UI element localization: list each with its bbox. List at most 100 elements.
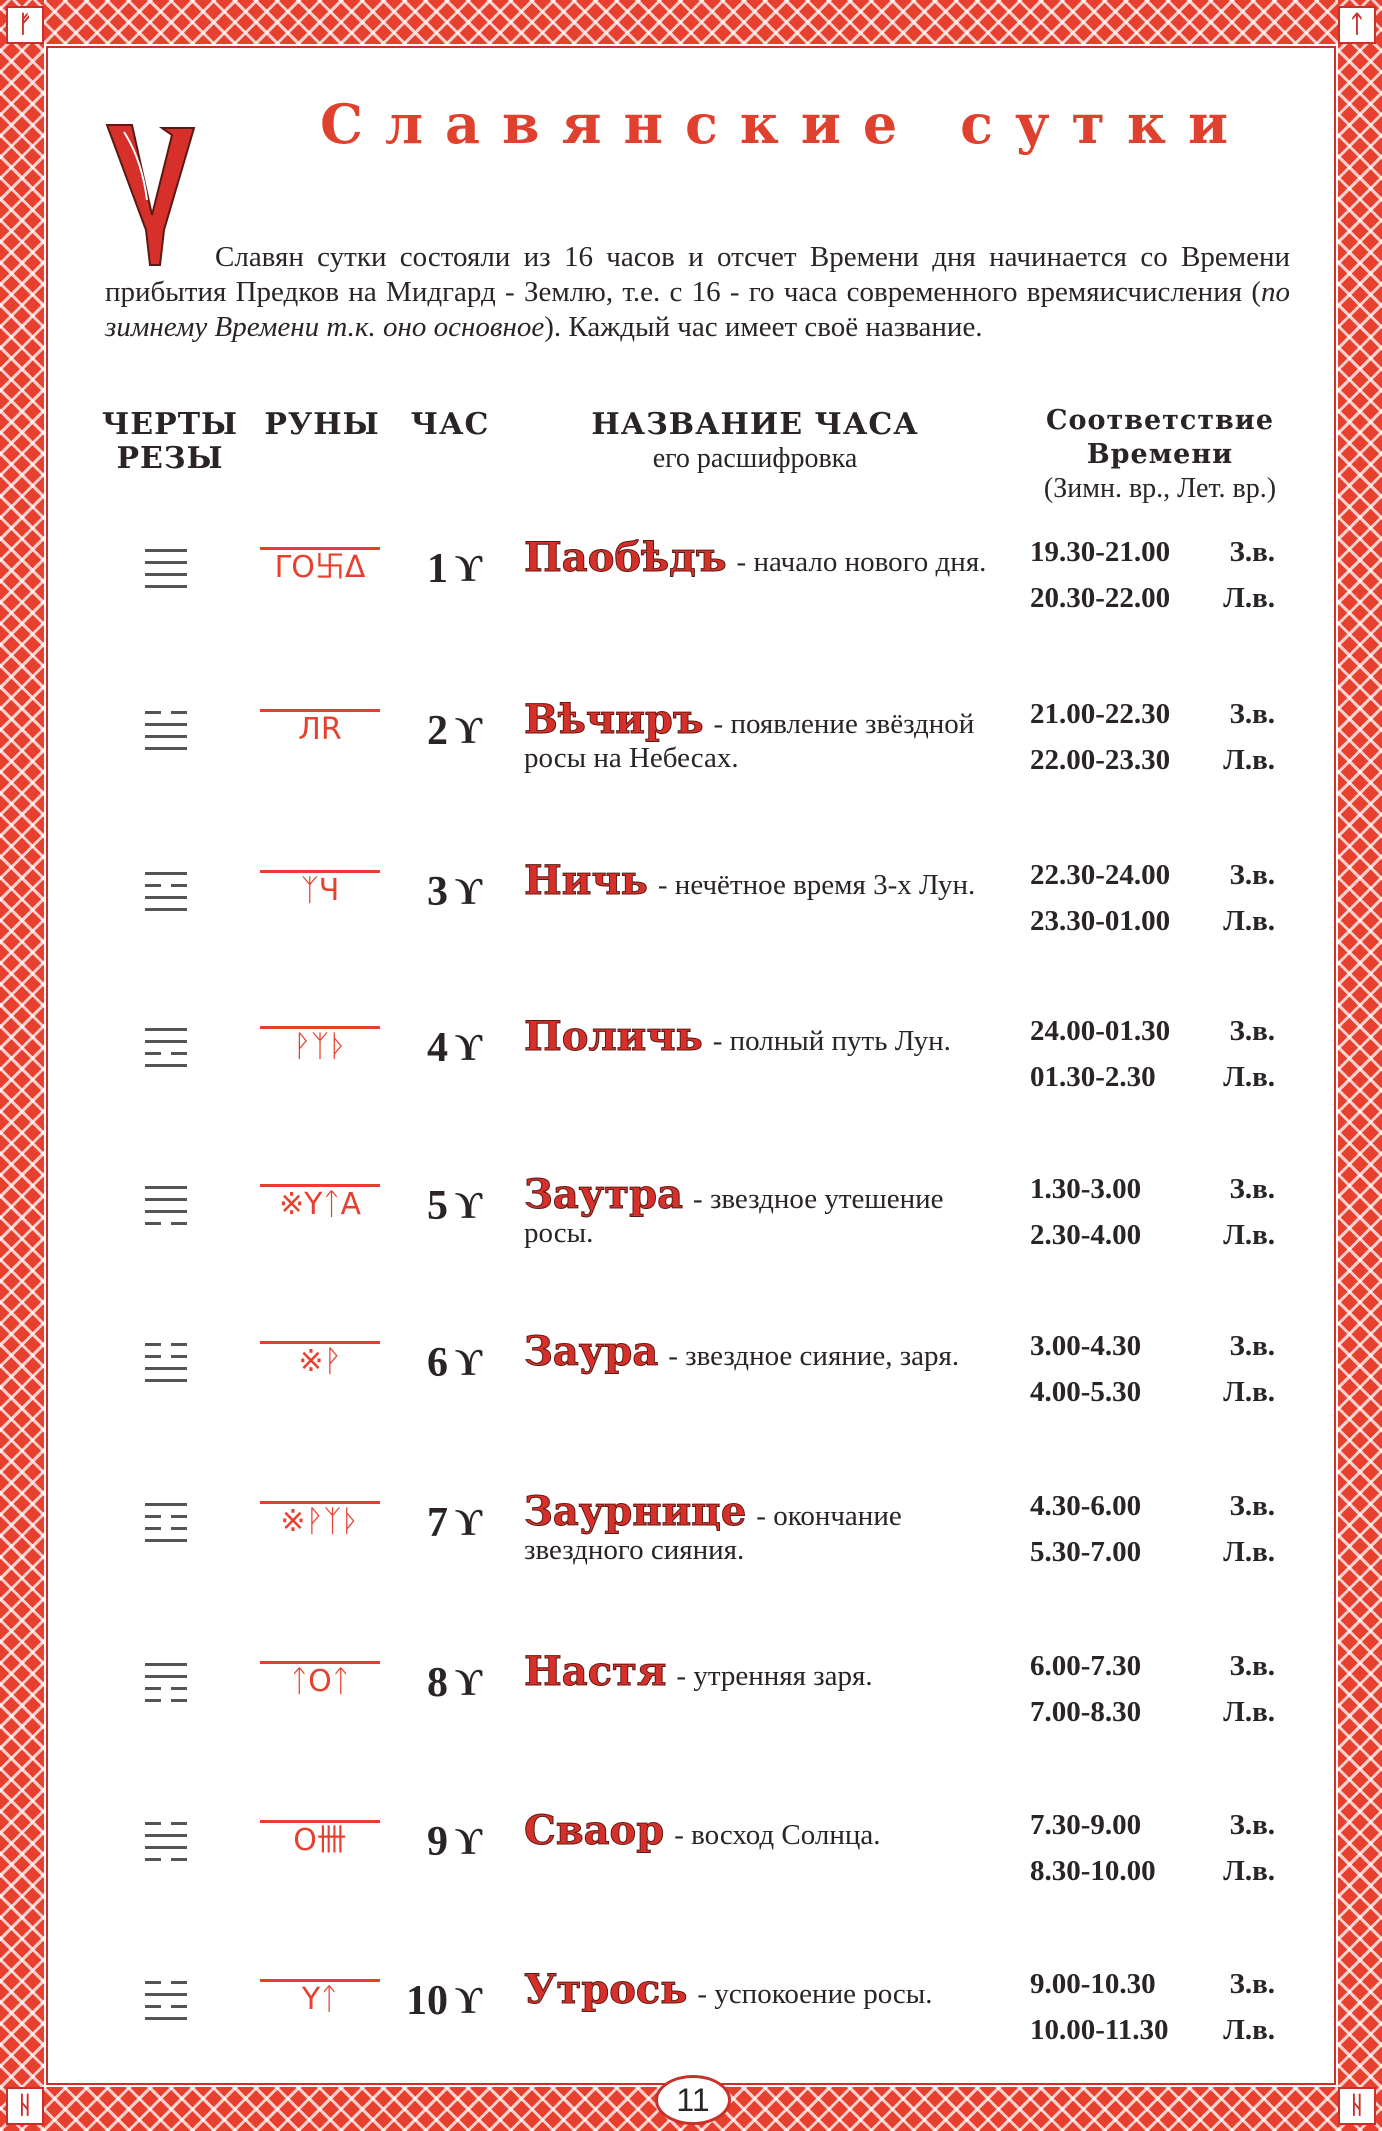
hour-mark-icon: ϒ <box>455 1980 483 2022</box>
hour-number: 4 <box>427 1025 448 1071</box>
trait-lines-icon <box>145 1822 187 1870</box>
hour-mark-icon: ϒ <box>455 1342 483 1384</box>
hour-mark-icon: ϒ <box>455 1027 483 1069</box>
winter-time: 6.00-7.30 <box>1030 1650 1142 1682</box>
summer-time: 5.30-7.00 <box>1030 1536 1142 1568</box>
winter-label: З.в. <box>1229 536 1275 568</box>
hour-number: 1 <box>427 546 448 592</box>
hour-meaning: - полный путь Лун. <box>712 1025 951 1057</box>
summer-label: Л.в. <box>1223 1219 1275 1251</box>
summer-time: 22.00-23.30 <box>1030 744 1171 776</box>
hour-description: Сваор - восход Солнца. <box>523 1810 1004 1852</box>
winter-time: 21.00-22.30 <box>1030 698 1171 730</box>
hour-row: ᛉЧ 3 ϒ Ничь - нечётное время 3-х Лун. 22.30-2… <box>0 859 1382 982</box>
summer-label: Л.в. <box>1223 1061 1275 1093</box>
intro-italic: по зимнему Времени т.к. оно основное <box>105 276 1290 343</box>
hour-description: Заутра - звездное утешение росы. <box>523 1174 1004 1250</box>
winter-label: З.в. <box>1229 698 1275 730</box>
hour-row: ᚹᛉᚦ 4 ϒ Поличь - полный путь Лун. 24.00-01.30… <box>0 1015 1382 1138</box>
trait-lines-icon <box>145 872 187 920</box>
hour-times: 3.00-4.30 З.в. 4.00-5.30 Л.в. <box>1030 1323 1275 1415</box>
summer-label: Л.в. <box>1223 582 1275 614</box>
hour-row: ΓΟ卐Δ 1 ϒ Паобѣдъ - начало нового дня. 19.30-2… <box>0 536 1382 659</box>
hour-name: Заутра <box>523 1171 684 1218</box>
winter-label: З.в. <box>1229 1650 1275 1682</box>
summer-time: 10.00-11.30 <box>1030 2014 1169 2046</box>
summer-label: Л.в. <box>1223 744 1275 776</box>
header-time: Соответствие Времени (Зимн. вр., Лет. вр… <box>1010 404 1310 506</box>
header-time-sub: (Зимн. вр., Лет. вр.) <box>1043 473 1277 504</box>
corner-rune-icon: ᚠ <box>6 6 44 44</box>
rune-glyphs: ※ᚹ <box>260 1341 380 1380</box>
hour-name: Ничь <box>524 857 649 904</box>
hour-row: ЛR 2 ϒ Вѣчиръ - появление звёздной росы на Н… <box>0 698 1382 821</box>
hour-name: Поличь <box>524 1013 704 1060</box>
hour-name: Вѣчиръ <box>524 696 705 743</box>
hour-row: ᛏΟᛏ 8 ϒ Настя - утренняя заря. 6.00-7.30 З.в. 7… <box>0 1650 1382 1773</box>
rune-glyphs: ᚹᛉᚦ <box>260 1026 380 1065</box>
hour-number: 7 <box>427 1500 448 1546</box>
hour-number: 10 <box>406 1978 448 2024</box>
header-name-sub: его расшифровка <box>652 443 858 474</box>
rune-glyphs: ※ΥᛏΑ <box>260 1184 380 1223</box>
winter-time: 4.30-6.00 <box>1030 1490 1142 1522</box>
hour-meaning: - успокоение росы. <box>697 1978 933 2010</box>
trait-lines-icon <box>145 711 187 759</box>
trait-lines-icon <box>145 549 187 597</box>
trait-lines-icon <box>145 1663 187 1711</box>
hour-times: 19.30-21.00 З.в. 20.30-22.00 Л.в. <box>1030 529 1275 621</box>
rune-glyphs: ЛR <box>260 709 380 748</box>
hour-mark-icon: ϒ <box>455 548 483 590</box>
page-title: Славянские сутки <box>320 92 1251 156</box>
hour-mark-icon: ϒ <box>455 710 483 752</box>
summer-label: Л.в. <box>1223 1376 1275 1408</box>
hour-meaning: - окончание звездного сияния. <box>524 1500 902 1566</box>
hour-description: Поличь - полный путь Лун. <box>524 1016 1004 1058</box>
hour-description: Заурнице - окончание звездного сияния. <box>523 1491 1004 1567</box>
summer-time: 4.00-5.30 <box>1030 1376 1142 1408</box>
winter-time: 7.30-9.00 <box>1030 1809 1142 1841</box>
hour-number: 9 <box>427 1819 448 1865</box>
hour-name: Сваор <box>523 1807 665 1854</box>
hour-meaning: - звездное сияние, заря. <box>668 1340 960 1372</box>
hour-times: 6.00-7.30 З.в. 7.00-8.30 Л.в. <box>1030 1643 1275 1735</box>
hour-times: 7.30-9.00 З.в. 8.30-10.00 Л.в. <box>1030 1802 1275 1894</box>
rune-glyphs: Υᛏ <box>260 1979 380 2018</box>
hour-description: Вѣчиръ - появление звёздной росы на Небес… <box>524 699 1004 775</box>
hour-mark-icon: ϒ <box>455 1821 483 1863</box>
hour-row: Ο卌 9 ϒ Сваор - восход Солнца. 7.30-9.00 З.в. 8.… <box>0 1809 1382 1932</box>
summer-label: Л.в. <box>1223 905 1275 937</box>
hour-times: 21.00-22.30 З.в. 22.00-23.30 Л.в. <box>1030 691 1275 783</box>
intro-paragraph: Славян сутки состояли из 16 часов и отсч… <box>105 240 1290 345</box>
hour-number: 5 <box>427 1183 448 1229</box>
trait-lines-icon <box>145 1981 187 2029</box>
winter-label: З.в. <box>1229 1968 1275 2000</box>
intro-text: Славян сутки состояли из 16 часов и отсч… <box>105 241 1290 308</box>
rune-glyphs: Ο卌 <box>260 1820 380 1859</box>
trait-lines-icon <box>145 1028 187 1076</box>
page-number: 11 <box>655 2075 731 2125</box>
summer-label: Л.в. <box>1223 1855 1275 1887</box>
header-hour: ЧАС <box>410 407 490 442</box>
hour-meaning: - восход Солнца. <box>674 1819 881 1851</box>
summer-time: 7.00-8.30 <box>1030 1696 1142 1728</box>
hour-description: Заура - звездное сияние, заря. <box>523 1331 1004 1373</box>
hour-row: ※ΥᛏΑ 5 ϒ Заутра - звездное утешение росы. 1.3… <box>0 1173 1382 1296</box>
header-runes: РУНЫ <box>264 407 380 442</box>
summer-time: 8.30-10.00 <box>1030 1855 1156 1887</box>
rune-glyphs: ※ᚹᛉᚦ <box>260 1501 380 1540</box>
hour-row: ※ᚹ 6 ϒ Заура - звездное сияние, заря. 3.00-4.… <box>0 1330 1382 1453</box>
hour-meaning: - начало нового дня. <box>736 546 987 578</box>
drop-cap-ornament <box>105 124 196 266</box>
hour-number: 2 <box>427 708 448 754</box>
corner-rune-icon: ᛏ <box>1338 6 1376 44</box>
winter-label: З.в. <box>1229 1809 1275 1841</box>
hour-name: Заурнице <box>523 1488 747 1535</box>
hour-number: 8 <box>427 1660 448 1706</box>
winter-label: З.в. <box>1229 1330 1275 1362</box>
hour-row: ※ᚹᛉᚦ 7 ϒ Заурнице - окончание звездного сиян… <box>0 1490 1382 1613</box>
hour-meaning: - утренняя заря. <box>676 1660 873 1692</box>
summer-time: 20.30-22.00 <box>1030 582 1171 614</box>
winter-label: З.в. <box>1229 859 1275 891</box>
trait-lines-icon <box>145 1503 187 1551</box>
